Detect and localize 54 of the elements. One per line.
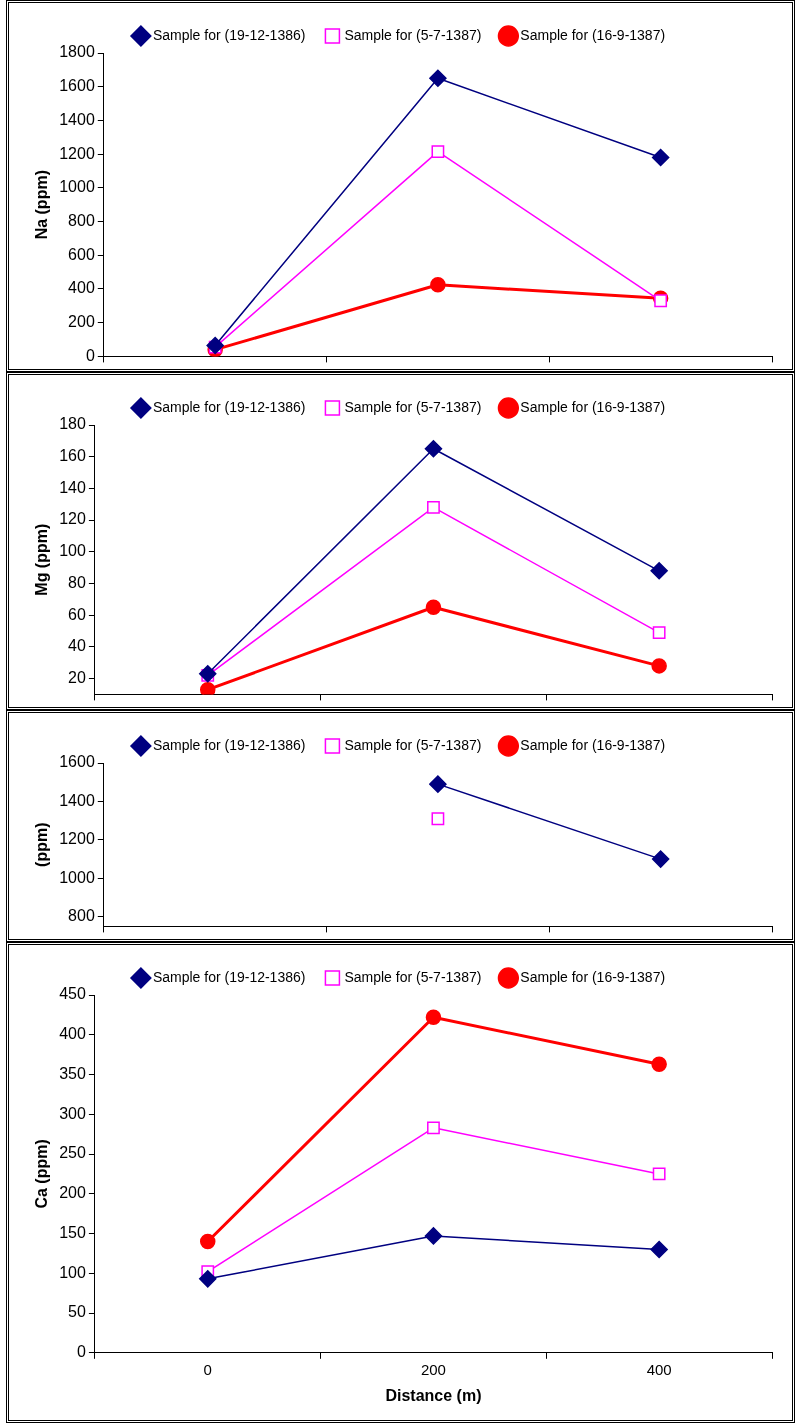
legend-label: Sample for (16-9-1387) [520,26,666,43]
y-tick-label: 40 [68,637,86,655]
legend-label: Sample for (5-7-1387) [344,736,482,753]
y-tick-label: 0 [85,346,95,364]
y-tick-label: 1800 [59,43,95,61]
y-axis-title: Ca (ppm) [33,1139,51,1209]
legend-label: Sample for (19-12-1386) [152,968,306,985]
y-tick-label: 450 [59,985,86,1003]
y-tick-label: 200 [68,313,95,331]
legend-label: Sample for (19-12-1386) [152,736,306,753]
x-axis-title: Distance (m) [385,1386,482,1404]
y-tick-label: 20 [68,668,86,686]
legend-label: Sample for (16-9-1387) [520,736,666,753]
y-axis-title: (ppm) [33,822,51,867]
y-tick-label: 1000 [59,178,95,196]
legend-label: Sample for (19-12-1386) [152,26,306,43]
y-tick-label: 100 [59,1263,86,1281]
y-tick-label: 0 [76,1343,86,1361]
y-tick-label: 120 [59,510,86,528]
y-tick-label: 400 [68,279,95,297]
y-tick-label: 250 [59,1144,86,1162]
legend-label: Sample for (5-7-1387) [344,26,482,43]
x-tick-label: 0 [203,1360,212,1378]
y-tick-label: 80 [68,573,86,591]
x-tick-label: 200 [420,1360,446,1378]
y-tick-label: 400 [59,1025,86,1043]
y-tick-label: 300 [59,1104,86,1122]
legend-label: Sample for (16-9-1387) [520,398,666,415]
y-tick-label: 1400 [59,110,95,128]
y-tick-label: 1600 [59,77,95,95]
y-axis-title: Mg (ppm) [33,523,51,596]
legend-label: Sample for (16-9-1387) [520,968,666,985]
legend-label: Sample for (5-7-1387) [344,968,482,985]
y-tick-label: 1000 [59,868,95,886]
y-tick-label: 60 [68,605,86,623]
y-tick-label: 600 [68,245,95,263]
y-tick-label: 1200 [59,830,95,848]
y-tick-label: 50 [68,1303,86,1321]
legend-label: Sample for (19-12-1386) [152,398,306,415]
y-tick-label: 800 [68,211,95,229]
y-tick-label: 1200 [59,144,95,162]
y-tick-label: 150 [59,1223,86,1241]
y-tick-label: 140 [59,478,86,496]
y-tick-label: 180 [59,415,86,433]
x-tick-label: 400 [646,1360,672,1378]
y-tick-label: 800 [68,907,95,925]
y-tick-label: 1600 [59,753,95,771]
y-tick-label: 100 [59,542,86,560]
y-axis-title: Na (ppm) [33,170,51,240]
legend-label: Sample for (5-7-1387) [344,398,482,415]
y-tick-label: 1400 [59,791,95,809]
y-tick-label: 200 [59,1184,86,1202]
y-tick-label: 160 [59,447,86,465]
y-tick-label: 350 [59,1064,86,1082]
